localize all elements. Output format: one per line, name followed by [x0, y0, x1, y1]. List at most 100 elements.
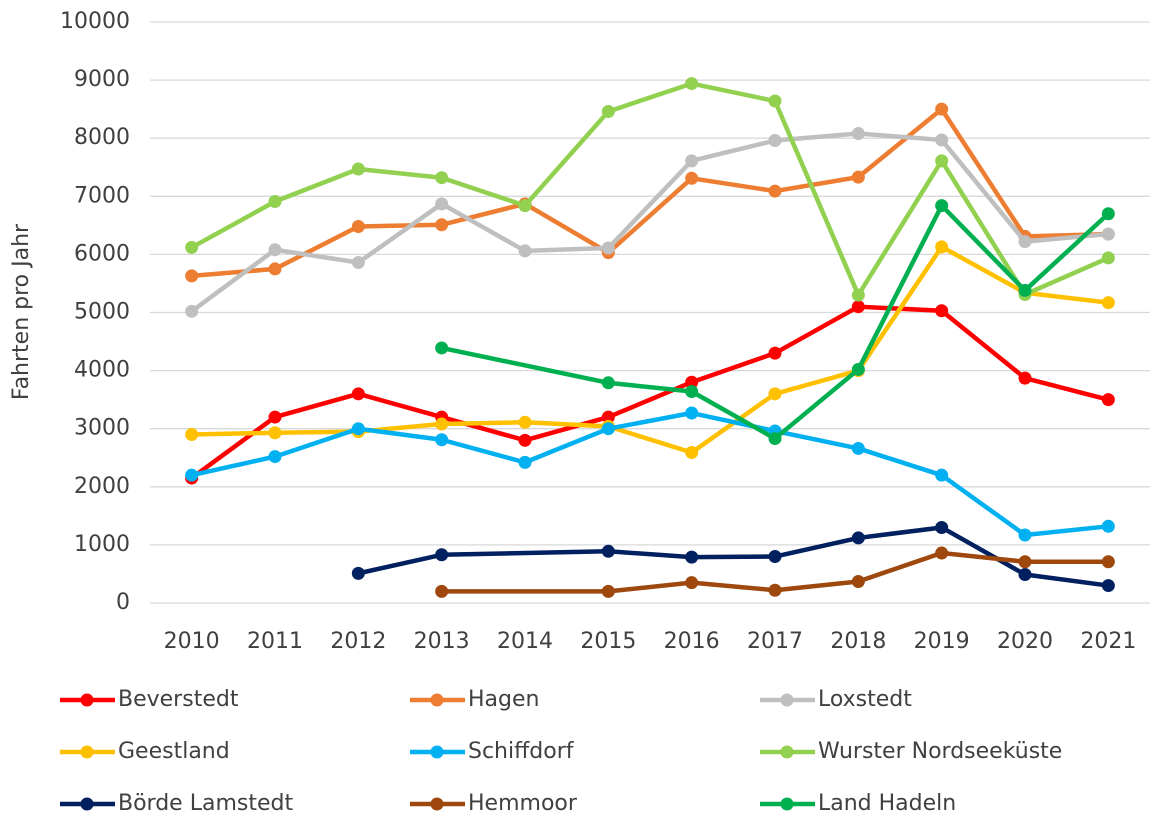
data-point — [1018, 568, 1032, 582]
data-point — [685, 154, 699, 168]
data-point — [1101, 519, 1115, 533]
y-tick-label: 5000 — [74, 300, 130, 325]
legend-label: Hemmoor — [468, 791, 578, 816]
legend-label: Loxstedt — [818, 687, 912, 712]
data-point — [435, 197, 449, 211]
data-point — [768, 346, 782, 360]
data-point — [935, 240, 949, 254]
data-point — [351, 387, 365, 401]
y-tick-label: 4000 — [74, 358, 130, 383]
x-tick-label: 2016 — [664, 629, 720, 654]
data-point — [768, 387, 782, 401]
legend-label: Beverstedt — [118, 687, 239, 712]
data-point — [1018, 528, 1032, 542]
x-tick-label: 2011 — [247, 629, 303, 654]
data-point — [685, 446, 699, 460]
data-point — [685, 406, 699, 420]
gap-connector — [441, 549, 609, 558]
data-point — [685, 171, 699, 185]
data-point — [435, 417, 449, 431]
data-point — [768, 583, 782, 597]
gap-connector — [441, 345, 609, 386]
data-point — [185, 269, 199, 283]
legend-label: Schiffdorf — [468, 739, 575, 764]
data-point — [351, 422, 365, 436]
x-tick-label: 2017 — [747, 629, 803, 654]
data-point — [851, 127, 865, 141]
data-point — [935, 199, 949, 213]
data-point — [518, 455, 532, 469]
data-point — [685, 385, 699, 399]
data-point — [601, 104, 615, 118]
legend-marker — [430, 693, 444, 707]
data-point — [518, 415, 532, 429]
data-point — [435, 548, 449, 562]
data-point — [685, 576, 699, 590]
data-point — [351, 566, 365, 580]
data-point — [768, 432, 782, 446]
data-point — [268, 195, 282, 209]
data-point — [851, 362, 865, 376]
data-point — [685, 77, 699, 91]
x-tick-label: 2010 — [164, 629, 220, 654]
y-tick-label: 9000 — [74, 67, 130, 92]
data-point — [351, 256, 365, 270]
series-line — [190, 81, 1110, 298]
data-point — [935, 102, 949, 116]
legend-marker — [80, 797, 94, 811]
data-point — [935, 304, 949, 318]
data-point — [1101, 227, 1115, 241]
data-point — [1101, 207, 1115, 221]
data-point — [1101, 555, 1115, 569]
legend-marker — [430, 745, 444, 759]
legend-label: Land Hadeln — [818, 791, 956, 816]
y-tick-label: 6000 — [74, 241, 130, 266]
data-point — [518, 244, 532, 258]
legend-label: Wurster Nordseeküste — [818, 739, 1062, 764]
data-point — [601, 376, 615, 390]
data-point — [518, 199, 532, 213]
series-line — [191, 410, 1109, 538]
x-tick-label: 2015 — [580, 629, 636, 654]
x-tick-label: 2018 — [830, 629, 886, 654]
data-point — [1101, 251, 1115, 265]
legend-marker — [780, 797, 794, 811]
data-point — [185, 304, 199, 318]
data-point — [601, 584, 615, 598]
y-tick-label: 10000 — [60, 9, 130, 34]
y-tick-label: 8000 — [74, 125, 130, 150]
data-point — [351, 220, 365, 234]
data-point — [435, 584, 449, 598]
data-point — [185, 240, 199, 254]
legend-marker — [780, 745, 794, 759]
data-point — [1101, 579, 1115, 593]
data-point — [435, 171, 449, 185]
data-point — [768, 134, 782, 148]
data-point — [685, 375, 699, 389]
series-line — [190, 304, 1109, 480]
data-point — [1018, 555, 1032, 569]
data-point — [851, 531, 865, 545]
x-tick-label: 2019 — [914, 629, 970, 654]
data-point — [601, 422, 615, 436]
x-tick-label: 2012 — [330, 629, 386, 654]
legend-marker — [80, 745, 94, 759]
data-point — [435, 218, 449, 232]
data-point — [601, 544, 615, 558]
data-point — [1018, 235, 1032, 249]
data-point — [768, 184, 782, 198]
series-line — [357, 552, 443, 576]
legend-marker — [80, 693, 94, 707]
data-point — [601, 410, 615, 424]
x-tick-label: 2013 — [414, 629, 470, 654]
legend-label: Börde Lamstedt — [118, 791, 293, 816]
legend-label: Hagen — [468, 687, 539, 712]
data-point — [1101, 296, 1115, 310]
data-point — [851, 300, 865, 314]
data-point — [935, 546, 949, 560]
data-point — [1018, 371, 1032, 385]
y-tick-label: 7000 — [74, 183, 130, 208]
data-point — [935, 154, 949, 168]
data-point — [685, 550, 699, 564]
